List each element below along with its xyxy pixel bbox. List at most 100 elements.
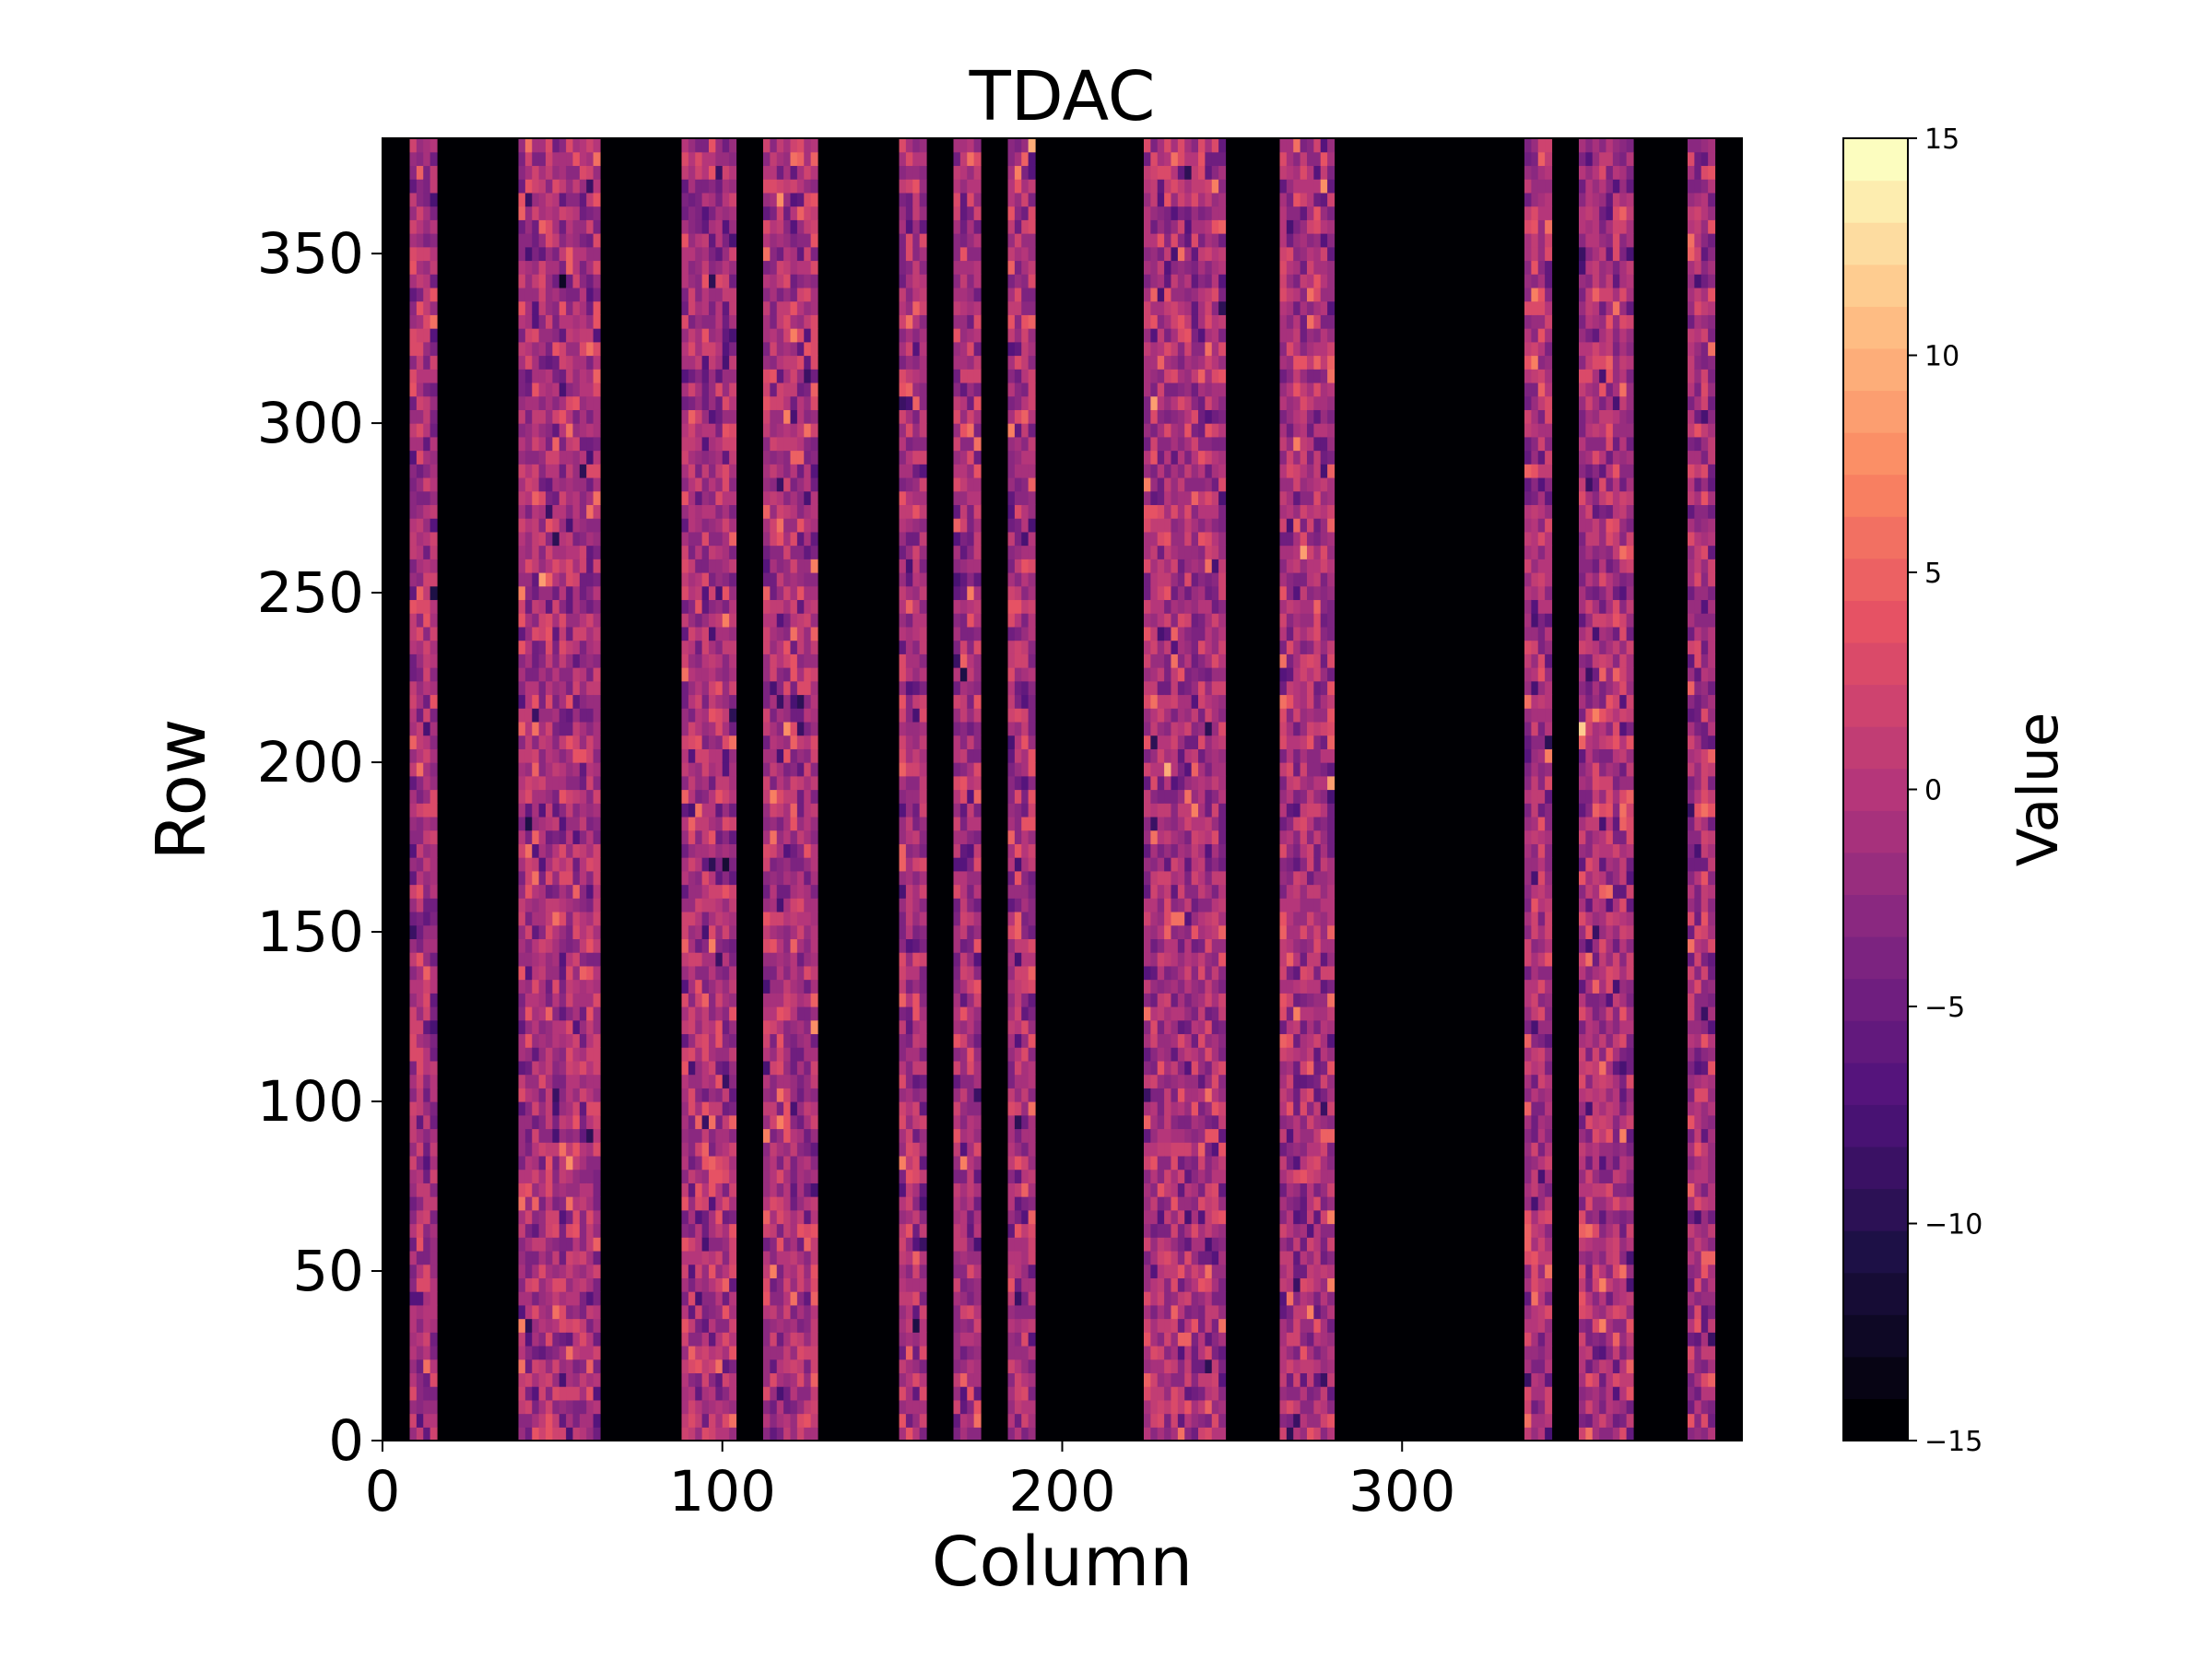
heatmap-cell	[1028, 1033, 1036, 1048]
heatmap-cell	[532, 1033, 540, 1048]
heatmap-cell	[546, 314, 553, 329]
heatmap-cell	[715, 395, 724, 410]
heatmap-cell	[912, 1318, 921, 1333]
heatmap-cell	[899, 1264, 907, 1278]
heatmap-cell	[973, 409, 982, 424]
heatmap-cell	[1177, 735, 1185, 749]
heatmap-cell	[763, 1399, 771, 1415]
heatmap-cell	[1144, 341, 1151, 357]
heatmap-cell	[695, 1101, 703, 1116]
heatmap-cell	[423, 789, 431, 804]
heatmap-cell	[1144, 911, 1151, 926]
heatmap-cell	[959, 816, 968, 831]
heatmap-cell	[1007, 151, 1016, 167]
heatmap-cell	[518, 1182, 526, 1197]
heatmap-cell	[973, 450, 982, 465]
heatmap-cell	[770, 192, 778, 207]
heatmap-cell	[804, 1345, 812, 1360]
heatmap-cell	[790, 1088, 798, 1102]
heatmap-cell	[1171, 1223, 1179, 1238]
heatmap-cell	[572, 1237, 581, 1252]
heatmap-cell	[1177, 179, 1185, 194]
heatmap-cell	[1144, 924, 1151, 940]
heatmap-cell	[546, 1304, 553, 1320]
heatmap-cell	[722, 1291, 730, 1306]
heatmap-cell	[790, 1304, 798, 1320]
heatmap-cell	[953, 1427, 961, 1441]
heatmap-cell	[546, 1223, 553, 1238]
heatmap-cell	[1171, 1304, 1179, 1320]
heatmap-cell	[524, 314, 533, 329]
heatmap-cell	[409, 952, 418, 967]
heatmap-cell	[722, 1372, 730, 1387]
heatmap-cell	[552, 1237, 560, 1252]
heatmap-cell	[586, 165, 594, 180]
heatmap-cell	[586, 680, 594, 696]
heatmap-cell	[688, 328, 696, 343]
heatmap-cell	[1007, 599, 1016, 614]
heatmap-cell	[518, 1291, 526, 1306]
heatmap-cell	[899, 409, 907, 424]
heatmap-cell	[572, 382, 581, 397]
heatmap-cell	[416, 1250, 424, 1265]
heatmap-cell	[701, 884, 710, 899]
heatmap-cell	[1021, 830, 1030, 844]
heatmap-cell	[688, 192, 696, 207]
heatmap-cell	[1177, 965, 1185, 981]
heatmap-cell	[899, 355, 907, 370]
heatmap-cell	[695, 1277, 703, 1292]
heatmap-cell	[959, 911, 968, 926]
heatmap-cell	[1164, 1427, 1172, 1441]
heatmap-cell	[1014, 179, 1022, 194]
heatmap-cell	[546, 870, 553, 886]
heatmap-cell	[967, 1264, 975, 1278]
heatmap-cell	[552, 395, 560, 410]
heatmap-cell	[899, 775, 907, 791]
heatmap-cell	[1021, 233, 1030, 248]
heatmap-cell	[1144, 1019, 1151, 1035]
heatmap-cell	[770, 830, 778, 844]
heatmap-cell	[763, 653, 771, 668]
heatmap-cell	[524, 680, 533, 696]
heatmap-cell	[1184, 1250, 1193, 1265]
heatmap-cell	[967, 206, 975, 220]
heatmap-cell	[967, 219, 975, 234]
heatmap-cell	[1191, 1250, 1199, 1265]
heatmap-cell	[790, 477, 798, 492]
heatmap-cell	[729, 572, 737, 587]
heatmap-cell	[919, 585, 927, 601]
heatmap-cell	[1028, 1006, 1036, 1021]
heatmap-cell	[688, 830, 696, 844]
heatmap-cell	[409, 274, 418, 288]
heatmap-cell	[804, 436, 812, 452]
heatmap-cell	[681, 1182, 689, 1197]
heatmap-cell	[1028, 490, 1036, 506]
heatmap-cell	[593, 613, 601, 628]
heatmap-cell	[518, 504, 526, 519]
heatmap-cell	[967, 341, 975, 357]
heatmap-cell	[912, 694, 921, 709]
heatmap-cell	[1028, 1264, 1036, 1278]
heatmap-cell	[790, 1060, 798, 1076]
heatmap-cell	[790, 626, 798, 641]
heatmap-cell	[1014, 1318, 1022, 1333]
heatmap-cell	[1177, 667, 1185, 682]
heatmap-cell	[790, 464, 798, 478]
heatmap-cell	[423, 1088, 431, 1102]
heatmap-cell	[919, 1386, 927, 1401]
heatmap-cell	[593, 314, 601, 329]
heatmap-cell	[790, 1114, 798, 1130]
heatmap-cell	[905, 138, 913, 153]
heatmap-cell	[688, 409, 696, 424]
heatmap-cell	[810, 504, 818, 519]
heatmap-cell	[681, 870, 689, 886]
heatmap-cell	[579, 206, 587, 220]
heatmap-cell	[1177, 490, 1185, 506]
heatmap-cell	[1184, 979, 1193, 994]
heatmap-cell	[899, 830, 907, 844]
heatmap-cell	[593, 803, 601, 818]
heatmap-cell	[552, 626, 560, 641]
heatmap-cell	[559, 748, 567, 763]
heatmap-cell	[905, 870, 913, 886]
heatmap-cell	[701, 694, 710, 709]
